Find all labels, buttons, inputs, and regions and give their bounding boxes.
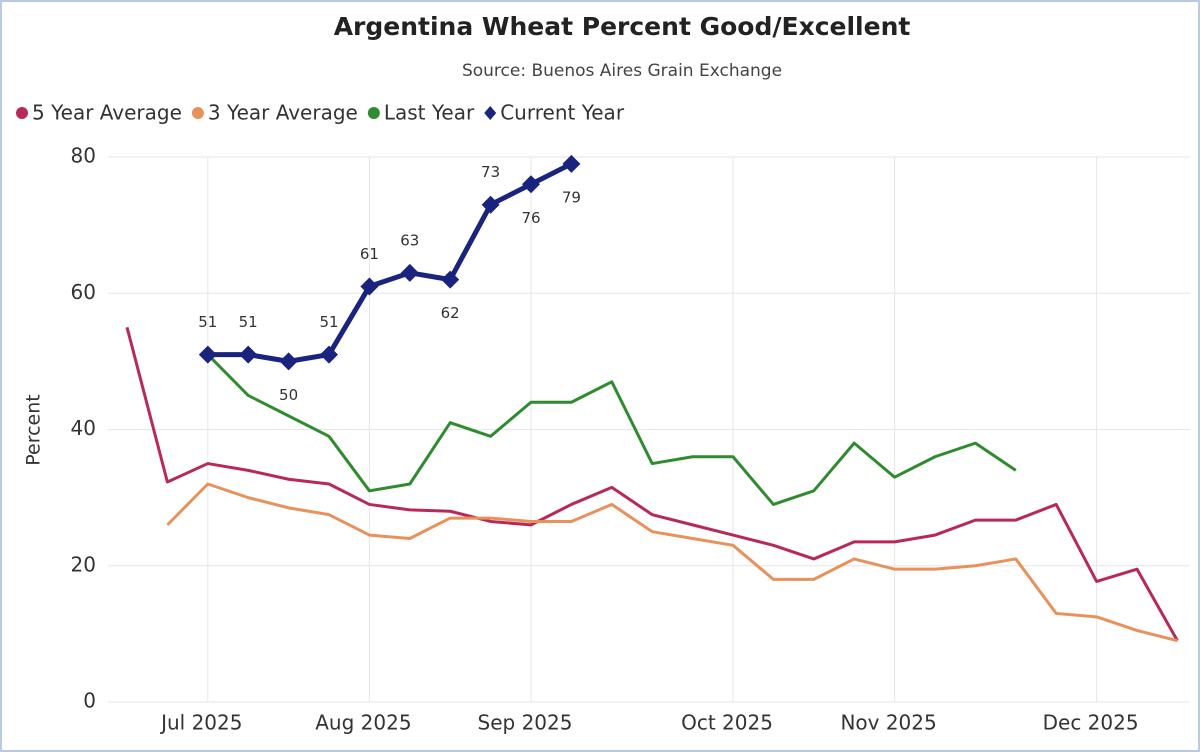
chart-title: Argentina Wheat Percent Good/Excellent [334, 12, 911, 41]
data-label: 63 [400, 231, 419, 249]
point-marker [198, 345, 217, 364]
x-tick-label: Nov 2025 [840, 711, 936, 735]
point-marker [360, 277, 379, 296]
data-label: 51 [198, 313, 217, 331]
data-label: 61 [360, 245, 379, 263]
series-line [125, 326, 1179, 642]
data-label: 76 [521, 209, 540, 227]
point-marker [481, 195, 500, 214]
point-marker [279, 352, 298, 371]
y-tick-label: 80 [71, 144, 96, 168]
point-marker [562, 154, 581, 173]
data-label: 73 [481, 163, 500, 181]
series-line [207, 161, 573, 364]
x-tick-label: Dec 2025 [1043, 711, 1139, 735]
point-marker [522, 175, 540, 194]
y-tick-label: 0 [83, 689, 96, 713]
x-tick-label: Oct 2025 [681, 711, 773, 735]
y-tick-label: 60 [71, 280, 96, 304]
legend-marker [367, 107, 380, 119]
legend-label: Current Year [500, 101, 625, 125]
x-tick-label: Sep 2025 [478, 711, 573, 735]
series-line [166, 482, 1178, 643]
data-label: 62 [441, 304, 460, 322]
legend-marker [16, 107, 28, 119]
point-marker [441, 270, 460, 289]
point-marker [400, 263, 419, 282]
point-marker [320, 345, 338, 364]
point-marker [239, 345, 258, 364]
legend-label: 3 Year Average [208, 101, 358, 125]
y-tick-label: 40 [71, 416, 96, 440]
y-axis-label: Percent [23, 394, 45, 466]
x-tick-label: Jul 2025 [159, 711, 242, 735]
data-label: 79 [562, 188, 581, 206]
x-tick-label: Aug 2025 [315, 711, 411, 735]
legend-marker [484, 106, 497, 120]
legend-label: 5 Year Average [32, 101, 182, 125]
legend-label: Last Year [384, 101, 475, 125]
y-tick-label: 20 [71, 552, 96, 576]
legend-marker [191, 107, 204, 119]
data-label: 50 [279, 386, 298, 404]
chart-subtitle: Source: Buenos Aires Grain Exchange [462, 61, 782, 81]
data-label: 51 [319, 313, 338, 331]
series-line [206, 353, 1017, 506]
data-label: 51 [239, 313, 258, 331]
